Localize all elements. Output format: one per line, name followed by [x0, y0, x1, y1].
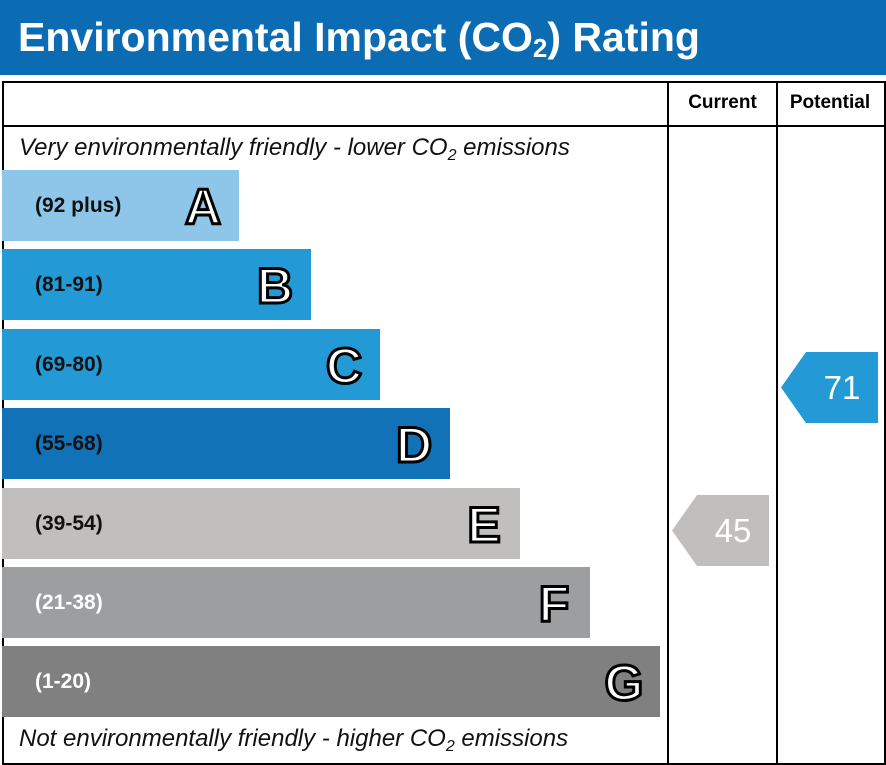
band-range: (1-20): [35, 670, 92, 693]
band-f: (21-38) F: [2, 567, 590, 638]
divider: [667, 81, 669, 765]
band-letter: C: [324, 337, 363, 396]
top-note: Very environmentally friendly - lower CO…: [19, 134, 570, 164]
band-e: (39-54) E: [2, 488, 520, 559]
band-range: (92 plus): [35, 194, 122, 217]
band-range: (55-68): [35, 432, 103, 455]
svg-text:G: G: [605, 655, 644, 711]
band-a: (92 plus) A: [2, 170, 239, 241]
potential-rating-arrow: 71: [781, 352, 878, 423]
band-letter: A: [183, 178, 222, 237]
divider: [776, 81, 778, 765]
bottom-note: Not environmentally friendly - higher CO…: [19, 725, 569, 755]
band-letter: B: [255, 257, 294, 316]
band-b: (81-91) B: [2, 249, 311, 320]
band-letter: E: [466, 496, 502, 555]
svg-text:A: A: [185, 179, 221, 235]
band-letter: G: [603, 654, 645, 713]
potential-column-header: Potential: [789, 92, 871, 113]
current-column-header: Current: [688, 92, 757, 113]
band-range: (39-54): [35, 512, 103, 535]
band-letter: D: [394, 416, 433, 475]
divider: [2, 125, 886, 127]
band-range: (69-80): [35, 353, 103, 376]
svg-text:C: C: [326, 338, 362, 394]
band-c: (69-80) C: [2, 329, 380, 400]
potential-rating-value: 71: [823, 369, 861, 406]
svg-text:E: E: [467, 497, 500, 553]
band-range: (81-91): [35, 273, 103, 296]
band-d: (55-68) D: [2, 408, 450, 479]
svg-text:D: D: [396, 417, 432, 473]
svg-text:B: B: [257, 258, 293, 314]
band-g: (1-20) G: [2, 646, 660, 717]
current-rating-value: 45: [714, 512, 752, 549]
svg-text:F: F: [539, 576, 570, 632]
band-range: (21-38): [35, 591, 103, 614]
band-letter: F: [537, 575, 571, 634]
page-title: Environmental Impact (CO2) Rating: [0, 0, 886, 75]
